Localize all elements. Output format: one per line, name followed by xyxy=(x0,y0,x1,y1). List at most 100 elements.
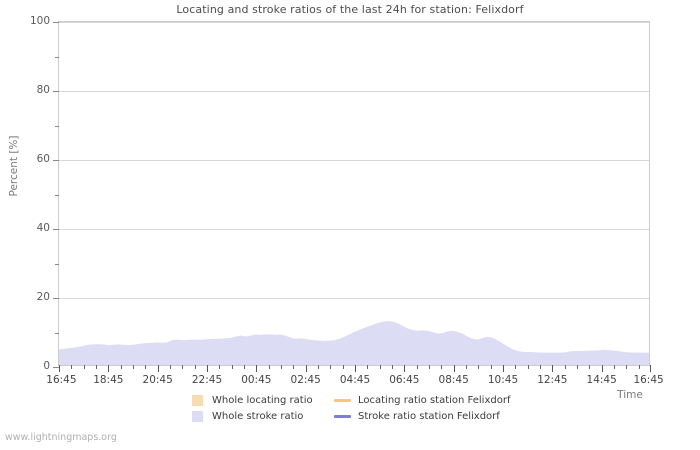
x-axis-tick xyxy=(601,365,603,372)
gridline xyxy=(59,160,649,161)
legend-label: Whole locating ratio xyxy=(212,394,313,406)
legend-item-whole-stroke-ratio: Whole stroke ratio xyxy=(192,408,334,424)
x-axis-tick-label: 12:45 xyxy=(537,374,568,386)
x-axis-tick xyxy=(453,365,455,372)
plot-area: 0 20 40 60 80 100 16:45 18:45 20:45 22:45 00:45 02… xyxy=(30,15,664,386)
x-axis-tick-label: 18:45 xyxy=(93,374,124,386)
legend-item-whole-locating-ratio: Whole locating ratio xyxy=(192,392,334,408)
x-axis-tick xyxy=(355,365,356,372)
x-axis-tick-label: 02:45 xyxy=(290,374,321,386)
x-axis-tick-label: 20:45 xyxy=(142,374,173,386)
x-axis-minor-tick xyxy=(379,365,381,369)
x-axis-minor-tick xyxy=(268,365,270,369)
legend-label: Stroke ratio station Felixdorf xyxy=(358,410,500,422)
y-axis-tick-label: 20 xyxy=(36,291,50,303)
x-axis-minor-tick xyxy=(490,365,492,369)
chart-legend: Whole locating ratio Locating ratio stat… xyxy=(192,392,522,424)
x-axis-minor-tick xyxy=(231,365,233,369)
y-axis-tick xyxy=(53,91,59,92)
x-axis-tick xyxy=(207,365,208,372)
x-axis-minor-tick xyxy=(515,365,517,369)
x-axis-minor-tick xyxy=(318,365,319,369)
y-axis-tick-label: 0 xyxy=(43,360,50,372)
x-axis-tick-label: 08:45 xyxy=(438,374,469,386)
y-axis-tick-label: 100 xyxy=(29,15,50,27)
x-axis-minor-tick xyxy=(478,365,480,369)
x-axis-minor-tick xyxy=(577,365,578,369)
x-axis-minor-tick xyxy=(281,365,282,369)
x-axis-minor-tick xyxy=(293,365,295,369)
x-axis-tick xyxy=(650,365,651,372)
y-axis-minor-tick xyxy=(55,56,59,58)
x-axis-minor-tick xyxy=(527,365,529,369)
x-axis-tick xyxy=(157,365,159,372)
x-axis-minor-tick xyxy=(564,365,566,369)
watermark-text: www.lightningmaps.org xyxy=(5,432,117,443)
x-axis-minor-tick xyxy=(614,365,615,369)
legend-label: Whole stroke ratio xyxy=(212,410,304,422)
y-axis-tick xyxy=(53,298,59,299)
x-axis-tick-label: 10:45 xyxy=(487,374,519,386)
gridline xyxy=(59,91,649,92)
legend-swatch-line-icon xyxy=(334,414,351,418)
gridline xyxy=(59,298,649,299)
chart-title: Locating and stroke ratios of the last 2… xyxy=(176,3,524,16)
x-axis-minor-tick xyxy=(71,365,73,369)
x-axis-minor-tick xyxy=(342,365,344,369)
y-axis-tick xyxy=(53,367,59,368)
y-axis-tick-label: 80 xyxy=(36,84,50,96)
x-axis-minor-tick xyxy=(219,365,221,369)
x-axis-tick xyxy=(59,365,60,372)
legend-swatch-area-icon xyxy=(192,394,203,406)
x-axis-tick-label: 22:45 xyxy=(191,374,223,386)
x-axis-tick xyxy=(404,365,406,372)
legend-label: Locating ratio station Felixdorf xyxy=(358,394,511,406)
x-axis-label: Time xyxy=(617,389,643,401)
x-axis-tick xyxy=(256,365,258,372)
y-axis-label: Percent [%] xyxy=(8,135,20,197)
x-axis-minor-tick xyxy=(416,365,418,369)
x-axis-tick xyxy=(305,365,307,372)
x-axis-minor-tick xyxy=(429,365,430,369)
x-axis-minor-tick xyxy=(626,365,628,369)
x-axis-tick-label: 00:45 xyxy=(241,374,272,386)
y-axis-minor-tick xyxy=(55,125,59,127)
x-axis-tick-label: 16:45 xyxy=(46,374,77,386)
x-axis-tick xyxy=(552,365,554,372)
gridline xyxy=(59,229,649,230)
y-axis-tick xyxy=(53,160,59,161)
x-axis-minor-tick xyxy=(120,365,122,369)
x-axis-minor-tick xyxy=(145,365,147,369)
legend-swatch-line-icon xyxy=(334,398,351,402)
y-axis-minor-tick xyxy=(55,263,59,265)
y-axis-tick-label: 40 xyxy=(36,222,50,234)
y-axis-minor-tick xyxy=(55,194,59,196)
y-axis-tick-label: 60 xyxy=(36,153,50,165)
x-axis-tick xyxy=(108,365,110,372)
y-axis-tick xyxy=(53,229,59,230)
x-axis-minor-tick xyxy=(392,365,393,369)
x-axis-tick-label: 06:45 xyxy=(389,374,420,386)
legend-swatch-area-icon xyxy=(192,410,203,422)
x-axis-minor-tick xyxy=(540,365,541,369)
x-axis-tick-label: 14:45 xyxy=(586,374,617,386)
x-axis-tick-label: 04:45 xyxy=(339,374,371,386)
x-axis-minor-tick xyxy=(466,365,467,369)
x-axis-minor-tick xyxy=(133,365,134,369)
legend-item-locating-ratio-station: Locating ratio station Felixdorf xyxy=(334,392,522,408)
x-axis-minor-tick xyxy=(182,365,184,369)
y-axis-minor-tick xyxy=(55,332,59,334)
x-axis-minor-tick xyxy=(441,365,443,369)
x-axis-minor-tick xyxy=(170,365,171,369)
x-axis-minor-tick xyxy=(83,365,85,369)
x-axis-minor-tick xyxy=(638,365,640,369)
x-axis-tick xyxy=(503,365,504,372)
series-layer xyxy=(59,321,649,365)
x-axis-minor-tick xyxy=(589,365,591,369)
gridline xyxy=(59,22,649,23)
x-axis-minor-tick xyxy=(96,365,97,369)
area-whole-stroke-ratio xyxy=(59,321,649,365)
x-axis-minor-tick xyxy=(244,365,245,369)
y-axis-tick xyxy=(53,22,59,23)
